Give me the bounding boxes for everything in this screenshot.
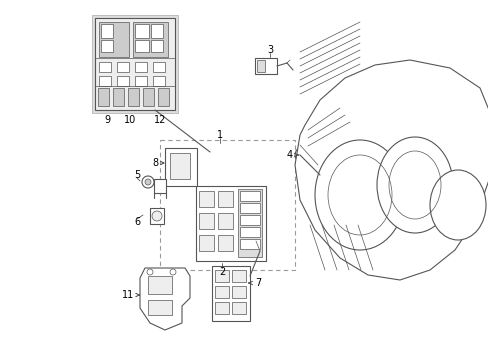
Text: 2: 2 — [219, 267, 224, 277]
Bar — [153, 62, 164, 72]
Bar — [151, 40, 163, 52]
Ellipse shape — [314, 140, 404, 250]
Bar — [164, 148, 197, 186]
Bar — [95, 18, 175, 110]
Text: 10: 10 — [123, 115, 136, 125]
Text: 12: 12 — [154, 115, 166, 125]
Bar — [240, 203, 260, 213]
Bar — [113, 88, 124, 106]
Bar — [148, 300, 172, 315]
Bar — [142, 88, 154, 106]
Bar — [133, 22, 168, 57]
Bar — [101, 24, 113, 38]
Bar — [98, 88, 109, 106]
Polygon shape — [140, 268, 190, 330]
Bar — [153, 76, 164, 86]
Circle shape — [142, 176, 154, 188]
Circle shape — [145, 179, 151, 185]
Bar — [151, 24, 163, 38]
Circle shape — [152, 211, 162, 221]
Bar — [215, 302, 228, 314]
Bar — [135, 24, 149, 38]
Bar — [99, 62, 111, 72]
Bar — [240, 239, 260, 249]
Bar — [218, 213, 232, 229]
Bar — [92, 15, 178, 113]
Bar — [135, 62, 147, 72]
Bar — [196, 186, 265, 261]
Bar — [215, 270, 228, 282]
Bar — [154, 179, 165, 193]
Bar — [199, 235, 214, 251]
Bar — [170, 153, 190, 179]
Bar — [117, 62, 129, 72]
Bar — [135, 40, 149, 52]
Bar — [240, 215, 260, 225]
Bar — [231, 270, 245, 282]
Text: 7: 7 — [254, 278, 261, 288]
Bar — [160, 140, 294, 270]
Text: 8: 8 — [152, 158, 158, 168]
Bar — [212, 266, 249, 321]
Text: 1: 1 — [217, 130, 223, 140]
Bar — [128, 88, 139, 106]
Circle shape — [294, 147, 310, 163]
Circle shape — [170, 269, 176, 275]
Bar — [218, 235, 232, 251]
Text: 3: 3 — [266, 45, 272, 55]
Bar — [101, 40, 113, 52]
Polygon shape — [294, 60, 488, 280]
Bar — [240, 191, 260, 201]
Bar — [135, 76, 147, 86]
Ellipse shape — [429, 170, 485, 240]
Bar — [99, 76, 111, 86]
Text: 5: 5 — [134, 170, 140, 180]
Bar — [254, 58, 276, 74]
Bar — [238, 189, 262, 257]
Bar — [99, 22, 129, 57]
Bar — [215, 286, 228, 298]
Circle shape — [147, 269, 153, 275]
Bar — [117, 76, 129, 86]
Text: 9: 9 — [104, 115, 110, 125]
Bar — [257, 60, 264, 72]
Bar — [150, 208, 163, 224]
Bar — [231, 286, 245, 298]
Bar — [158, 88, 169, 106]
Bar — [218, 191, 232, 207]
Text: 4: 4 — [286, 150, 292, 160]
Text: 6: 6 — [134, 217, 140, 227]
Circle shape — [298, 151, 306, 159]
Bar — [199, 191, 214, 207]
Bar — [148, 276, 172, 294]
Bar — [240, 227, 260, 237]
Ellipse shape — [376, 137, 452, 233]
Bar — [231, 302, 245, 314]
Text: 11: 11 — [122, 290, 134, 300]
Bar — [199, 213, 214, 229]
